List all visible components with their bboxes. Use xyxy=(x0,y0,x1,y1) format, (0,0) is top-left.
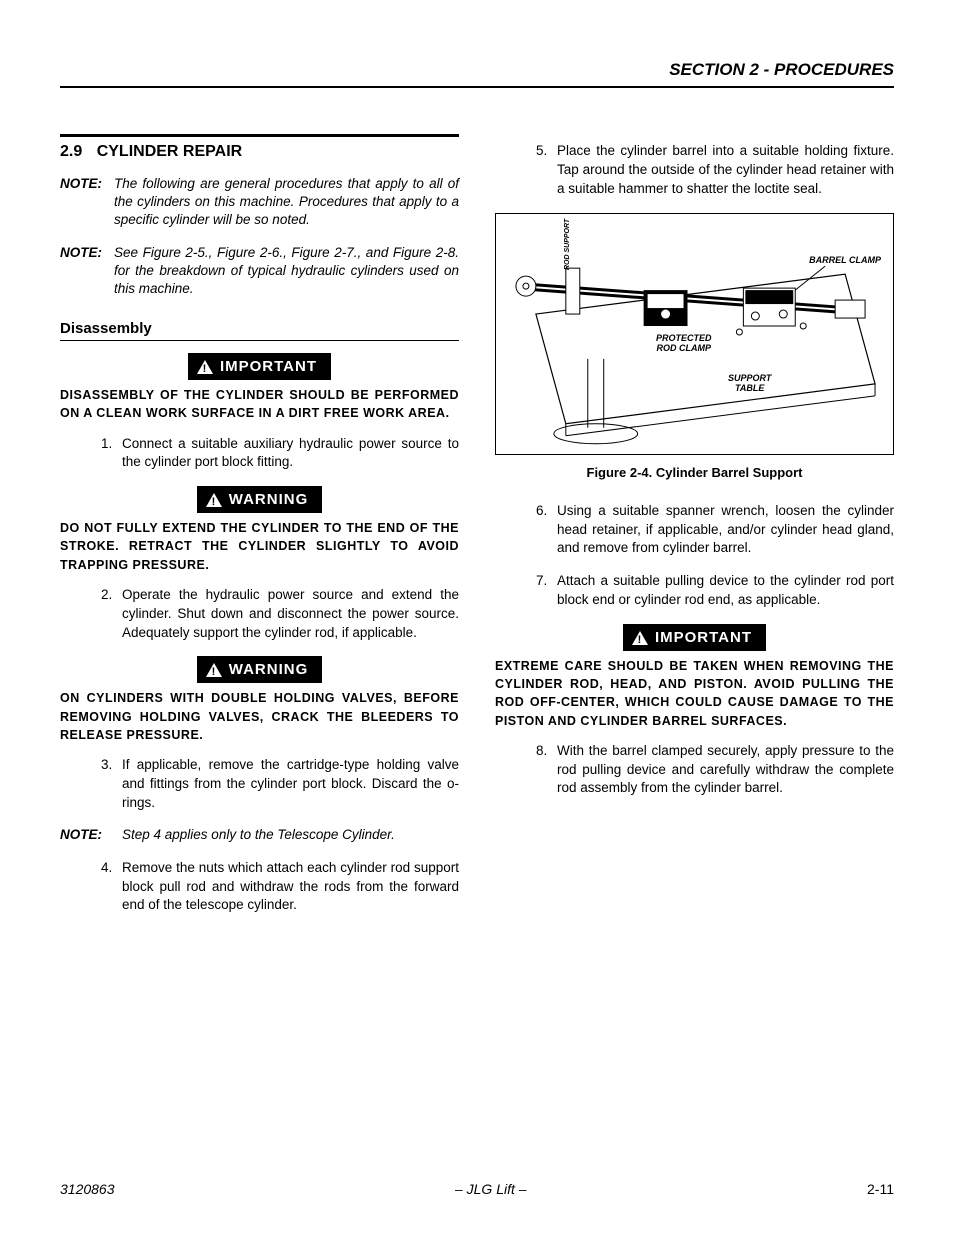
step-5: Place the cylinder barrel into a suitabl… xyxy=(551,142,894,199)
header-bar: SECTION 2 - PROCEDURES xyxy=(60,60,894,88)
steps-list-6: Using a suitable spanner wrench, loosen … xyxy=(495,502,894,610)
note-label: NOTE: xyxy=(60,175,114,230)
fig-label-protected-rod-clamp: PROTECTED ROD CLAMP xyxy=(656,334,712,354)
warning-label: WARNING xyxy=(229,661,309,678)
page: SECTION 2 - PROCEDURES 2.9 CYLINDER REPA… xyxy=(0,0,954,1235)
important-label: IMPORTANT xyxy=(220,358,317,375)
footer-center: – JLG Lift – xyxy=(455,1181,527,1197)
warning-triangle-icon: ! xyxy=(205,492,223,508)
note-3: NOTE: Step 4 applies only to the Telesco… xyxy=(60,826,459,844)
warning-triangle-icon: ! xyxy=(196,359,214,375)
section-name: CYLINDER REPAIR xyxy=(97,143,243,160)
warning-triangle-icon: ! xyxy=(631,630,649,646)
step-2: Operate the hydraulic power source and e… xyxy=(116,586,459,643)
important-alert-1: ! IMPORTANT xyxy=(60,353,459,380)
fig-label-barrel-clamp: BARREL CLAMP xyxy=(809,256,881,266)
note-2: NOTE: See Figure 2-5., Figure 2-6., Figu… xyxy=(60,244,459,299)
note-3-body: Step 4 applies only to the Telescope Cyl… xyxy=(114,826,459,844)
important-badge: ! IMPORTANT xyxy=(623,624,766,651)
steps-list-3: If applicable, remove the cartridge-type… xyxy=(60,756,459,813)
right-column: Place the cylinder barrel into a suitabl… xyxy=(495,134,894,929)
page-footer: 3120863 – JLG Lift – 2-11 xyxy=(60,1181,894,1197)
section-heading: 2.9 CYLINDER REPAIR xyxy=(60,134,459,161)
left-column: 2.9 CYLINDER REPAIR NOTE: The following … xyxy=(60,134,459,929)
important-1-text: DISASSEMBLY OF THE CYLINDER SHOULD BE PE… xyxy=(60,386,459,422)
step-3: If applicable, remove the cartridge-type… xyxy=(116,756,459,813)
figure-caption: Figure 2-4. Cylinder Barrel Support xyxy=(495,465,894,480)
warning-alert-2: ! WARNING xyxy=(60,656,459,683)
warning-label: WARNING xyxy=(229,491,309,508)
important-badge: ! IMPORTANT xyxy=(188,353,331,380)
warning-alert-1: ! WARNING xyxy=(60,486,459,513)
note-label: NOTE: xyxy=(60,244,114,299)
figure-2-4: BARREL CLAMP PROTECTED ROD CLAMP SUPPORT… xyxy=(495,213,894,455)
note-label: NOTE: xyxy=(60,826,114,844)
footer-right: 2-11 xyxy=(867,1181,894,1197)
footer-left: 3120863 xyxy=(60,1181,115,1197)
important-2-text: EXTREME CARE SHOULD BE TAKEN WHEN REMOVI… xyxy=(495,657,894,730)
subheading-disassembly: Disassembly xyxy=(60,320,459,341)
steps-list-1: Connect a suitable auxiliary hydraulic p… xyxy=(60,435,459,473)
header-section-title: SECTION 2 - PROCEDURES xyxy=(60,60,894,86)
svg-text:!: ! xyxy=(211,496,216,508)
step-8: With the barrel clamped securely, apply … xyxy=(551,742,894,799)
steps-list-2: Operate the hydraulic power source and e… xyxy=(60,586,459,643)
step-1: Connect a suitable auxiliary hydraulic p… xyxy=(116,435,459,473)
important-label: IMPORTANT xyxy=(655,629,752,646)
note-1: NOTE: The following are general procedur… xyxy=(60,175,459,230)
svg-text:!: ! xyxy=(203,363,208,375)
section-number: 2.9 xyxy=(60,143,82,160)
steps-list-8: With the barrel clamped securely, apply … xyxy=(495,742,894,799)
warning-badge: ! WARNING xyxy=(197,486,323,513)
note-1-body: The following are general procedures tha… xyxy=(114,175,459,230)
svg-text:!: ! xyxy=(211,666,216,678)
step-4: Remove the nuts which attach each cylind… xyxy=(116,859,459,916)
fig-label-support-table: SUPPORT TABLE xyxy=(728,374,771,394)
warning-triangle-icon: ! xyxy=(205,662,223,678)
warning-2-text: ON CYLINDERS WITH DOUBLE HOLDING VALVES,… xyxy=(60,689,459,743)
two-column-layout: 2.9 CYLINDER REPAIR NOTE: The following … xyxy=(60,134,894,929)
note-2-body: See Figure 2-5., Figure 2-6., Figure 2-7… xyxy=(114,244,459,299)
step-6: Using a suitable spanner wrench, loosen … xyxy=(551,502,894,559)
step-7: Attach a suitable pulling device to the … xyxy=(551,572,894,610)
important-alert-2: ! IMPORTANT xyxy=(495,624,894,651)
steps-list-5: Place the cylinder barrel into a suitabl… xyxy=(495,142,894,199)
fig-label-rod-support: ROD SUPPORT xyxy=(564,218,572,269)
warning-badge: ! WARNING xyxy=(197,656,323,683)
warning-1-text: DO NOT FULLY EXTEND THE CYLINDER TO THE … xyxy=(60,519,459,573)
steps-list-4: Remove the nuts which attach each cylind… xyxy=(60,859,459,916)
svg-text:!: ! xyxy=(638,634,643,646)
